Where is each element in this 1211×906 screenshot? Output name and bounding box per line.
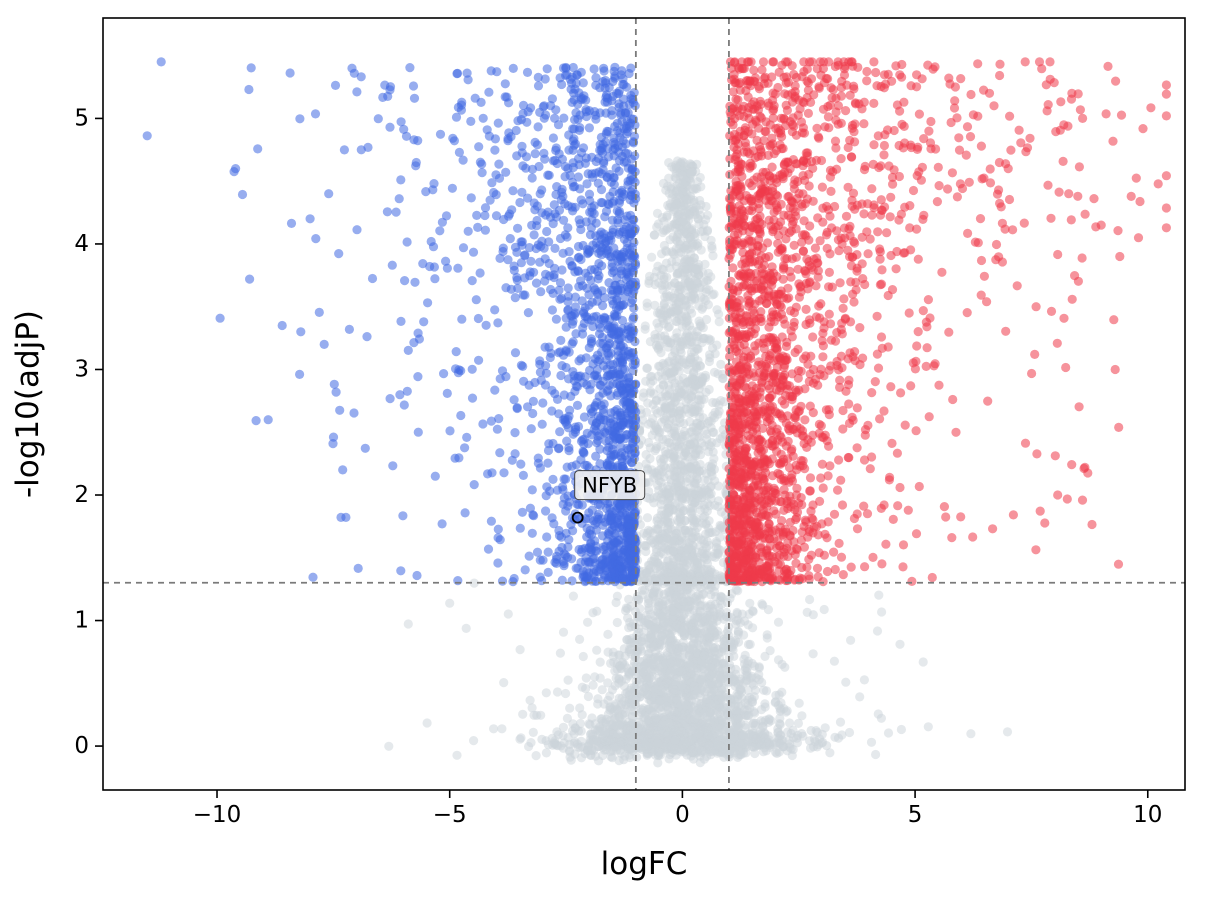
annotation-label: NFYB — [582, 474, 637, 498]
x-tick-label: 5 — [908, 802, 923, 828]
y-tick-label: 4 — [74, 231, 89, 257]
y-tick-label: 5 — [74, 105, 89, 131]
points-downregulated — [142, 57, 641, 587]
points-not-significant — [384, 156, 1013, 768]
points-upregulated — [724, 57, 1171, 587]
x-tick-label: 0 — [675, 802, 690, 828]
y-axis-label: -log10(adjP) — [10, 310, 46, 498]
axes-spines — [102, 17, 1186, 791]
y-tick-label: 1 — [74, 608, 89, 634]
y-tick-label: 3 — [74, 356, 89, 382]
y-tick-label: 0 — [74, 733, 89, 759]
x-tick-label: −10 — [193, 802, 242, 828]
y-tick-label: 2 — [74, 482, 89, 508]
x-axis-label: logFC — [601, 846, 688, 882]
annotated-gene-marker — [571, 511, 584, 524]
x-tick-label: −5 — [433, 802, 467, 828]
x-tick-label: 10 — [1133, 802, 1162, 828]
annotation-box — [574, 470, 646, 501]
